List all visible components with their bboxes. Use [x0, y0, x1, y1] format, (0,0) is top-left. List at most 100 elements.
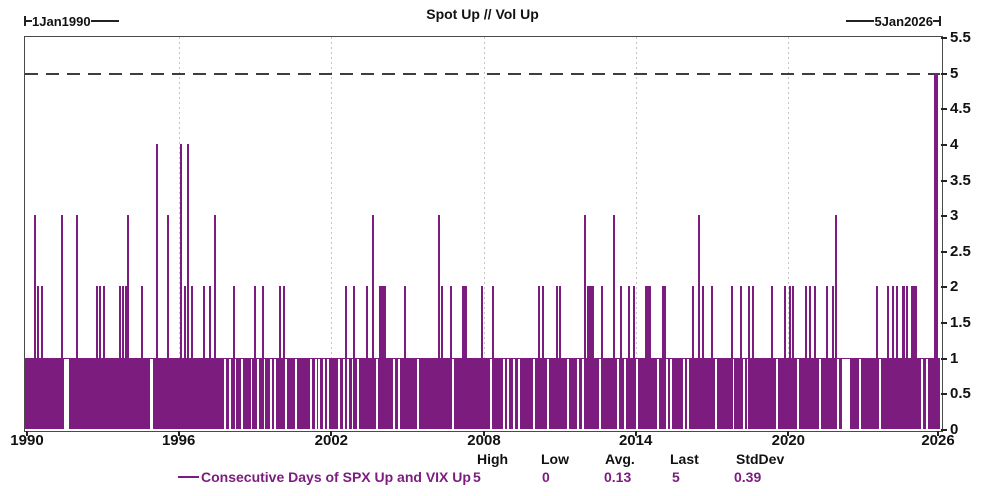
baseline-gap [576, 358, 579, 429]
bar [876, 286, 879, 429]
bar [752, 286, 755, 429]
bar [627, 286, 630, 429]
y-axis-tick [941, 108, 947, 111]
x-axis-label: 2008 [467, 432, 501, 449]
baseline-gap [743, 358, 746, 429]
x-axis-label: 2014 [618, 432, 653, 449]
y-axis-label: 4.5 [950, 100, 971, 118]
bar [450, 286, 453, 429]
y-axis-tick [941, 37, 947, 39]
bar [118, 286, 121, 429]
baseline-gap [512, 358, 515, 429]
baseline-gap [393, 358, 396, 429]
baseline-gap [747, 358, 750, 429]
baseline-gap [502, 358, 505, 429]
bar [906, 286, 909, 429]
x-axis-label: 1990 [10, 432, 44, 449]
bar [155, 143, 158, 429]
stats-header-high: High [477, 451, 509, 467]
baseline-gap [546, 358, 549, 429]
y-axis-label: 3.5 [950, 171, 971, 189]
gridline [178, 37, 180, 429]
x-axis-tick [787, 431, 790, 436]
baseline-gap [797, 358, 800, 429]
y-axis-label: 5 [950, 64, 959, 82]
baseline-gap [285, 358, 288, 429]
range-start-trail-line [90, 20, 119, 22]
baseline-gap [310, 358, 313, 429]
y-axis-label: 4 [950, 135, 959, 153]
bar [934, 72, 938, 429]
baseline-gap [417, 358, 420, 429]
baseline-gap [715, 358, 718, 429]
baseline-gap [338, 358, 341, 429]
baseline-gap [581, 358, 584, 429]
baseline-gap [376, 358, 379, 429]
bar [537, 286, 540, 429]
bar [481, 286, 483, 429]
legend-label: Consecutive Days of SPX Up and VIX Up [201, 469, 471, 485]
range-end-label: 5Jan2026 [874, 13, 933, 29]
bar [95, 286, 98, 429]
stats-header-avg: Avg. [605, 451, 635, 467]
y-axis-tick [941, 179, 947, 182]
range-marker-start: 1Jan1990 [24, 14, 119, 29]
bar [701, 286, 704, 429]
stats-value-low: 0 [542, 469, 550, 485]
bar [784, 286, 787, 429]
baseline-gap [63, 358, 69, 429]
stats-value-high: 5 [473, 469, 481, 485]
bar [771, 286, 774, 429]
gridline [635, 37, 637, 429]
y-axis-label: 0 [950, 421, 959, 438]
bar [809, 286, 812, 429]
baseline-gap [879, 358, 882, 429]
y-axis-label: 1 [950, 349, 959, 367]
bar [441, 286, 444, 429]
baseline-gap [315, 358, 318, 429]
baseline-gap [566, 358, 569, 429]
bar [345, 286, 348, 429]
reference-line-5 [25, 72, 940, 75]
stats-value-stddev: 0.39 [734, 469, 762, 485]
baseline-gap [452, 358, 455, 429]
bar [98, 286, 101, 429]
x-axis-tick [937, 431, 939, 436]
x-axis-tick [482, 431, 485, 436]
baseline-gap [842, 358, 851, 429]
bar [75, 215, 78, 429]
bar [253, 286, 256, 429]
bar [36, 286, 39, 429]
gridline [788, 37, 790, 429]
baseline-gap [656, 358, 659, 429]
bar [583, 215, 586, 429]
bar [102, 286, 105, 429]
stats-header-stddev: StdDev [736, 451, 785, 467]
y-axis-label: 5.5 [950, 29, 971, 46]
bar [541, 286, 544, 429]
bar [586, 286, 594, 429]
baseline-gap [323, 358, 326, 429]
baseline-gap [837, 358, 840, 429]
bar [792, 286, 795, 429]
bar [632, 286, 635, 429]
legend: Consecutive Days of SPX Up and VIX Up [178, 469, 471, 485]
bar [40, 286, 43, 429]
baseline-gap [343, 358, 346, 429]
bar [915, 286, 918, 429]
baseline-gap [327, 358, 330, 429]
gridline [331, 37, 333, 429]
range-start-line [26, 20, 32, 22]
bar [166, 215, 169, 429]
baseline-gap [682, 358, 685, 429]
baseline-gap [635, 358, 638, 429]
baseline-gap [149, 358, 153, 429]
bar [179, 143, 182, 429]
chart-title: Spot Up // Vol Up [426, 6, 539, 22]
bar [619, 286, 622, 429]
bar [896, 286, 899, 429]
baseline-gap [295, 358, 298, 429]
bar [835, 215, 838, 429]
baseline-gap [489, 358, 492, 429]
baseline-gap [776, 358, 779, 429]
